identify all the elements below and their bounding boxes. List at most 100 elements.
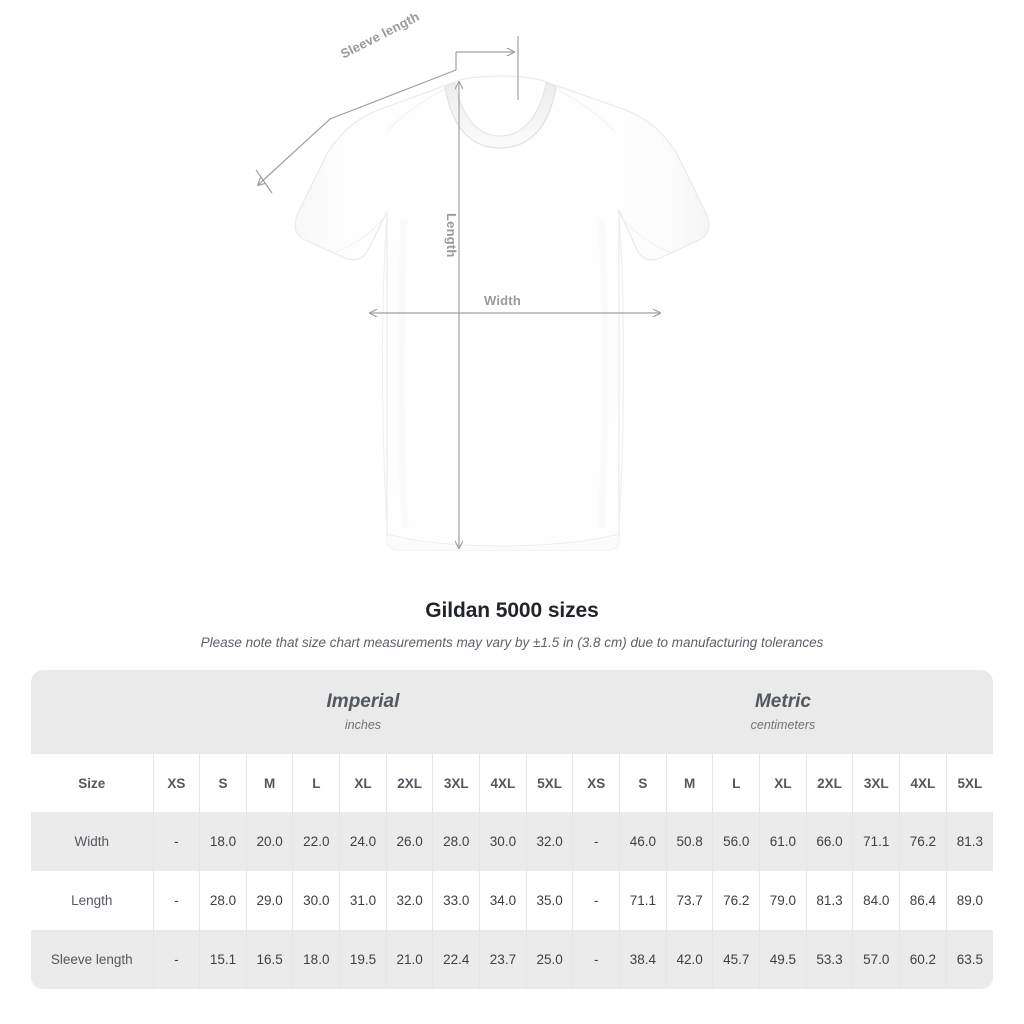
unit-group-imperial: Imperial inches xyxy=(153,670,573,754)
cell-width-imperial-4xl: 30.0 xyxy=(479,812,527,871)
size-chart-body: Width -18.0 20.0 22.0 24.0 26.0 28.0 30.0 32.0-4… xyxy=(31,812,993,989)
size-header-label: Size xyxy=(31,754,154,812)
cell-length-imperial-m: 29.0 xyxy=(245,871,293,930)
cell-width-metric-l: 56.0 xyxy=(712,812,760,871)
size-column-header-5xl: 5XL xyxy=(525,754,573,812)
tshirt-collar xyxy=(444,82,557,149)
size-column-header-xs: XS xyxy=(152,754,200,812)
cell-sleeve-length-imperial-5xl: 25.0 xyxy=(525,930,573,989)
cell-sleeve-length-imperial-l: 18.0 xyxy=(292,930,340,989)
table-row: Width -18.0 20.0 22.0 24.0 26.0 28.0 30.0 32.0-4… xyxy=(31,812,993,871)
size-column-header-m: M xyxy=(665,754,713,812)
cell-width-imperial-s: 18.0 xyxy=(199,812,247,871)
cell-length-imperial-5xl: 35.0 xyxy=(525,871,573,930)
tolerance-note: Please note that size chart measurements… xyxy=(200,635,824,650)
unit-group-metric: Metric centimeters xyxy=(572,670,993,754)
cell-sleeve-length-metric-xs: - xyxy=(572,930,620,989)
cell-width-imperial-l: 22.0 xyxy=(292,812,340,871)
tshirt-diagram: Sleeve length Length Width xyxy=(255,9,1024,588)
size-header-row: Size XS S M L XL 2XL 3XL 4XL 5XL XS S M L XL 2XL 3XL 4XL 5… xyxy=(31,754,993,812)
title-block: Gildan 5000 sizes Please note that size … xyxy=(0,596,1024,652)
size-column-header-l: L xyxy=(712,754,760,812)
size-column-header-4xl: 4XL xyxy=(479,754,527,812)
cell-length-imperial-xs: - xyxy=(152,871,200,930)
size-column-header-s: S xyxy=(199,754,247,812)
sleeve-length-dimension xyxy=(255,36,519,194)
size-column-header-m: M xyxy=(245,754,293,812)
cell-length-imperial-3xl: 33.0 xyxy=(432,871,480,930)
cell-sleeve-length-imperial-4xl: 23.7 xyxy=(479,930,527,989)
cell-sleeve-length-imperial-m: 16.5 xyxy=(245,930,293,989)
cell-sleeve-length-metric-s: 38.4 xyxy=(619,930,667,989)
cell-length-imperial-xl: 31.0 xyxy=(339,871,387,930)
size-column-header-4xl: 4XL xyxy=(899,754,947,812)
cell-width-imperial-5xl: 32.0 xyxy=(525,812,573,871)
cell-width-metric-xl: 61.0 xyxy=(759,812,807,871)
size-column-header-3xl: 3XL xyxy=(852,754,900,812)
cell-length-imperial-4xl: 34.0 xyxy=(479,871,527,930)
row-label-width: Width xyxy=(31,812,154,871)
cell-width-imperial-2xl: 26.0 xyxy=(385,812,433,871)
cell-length-metric-xl: 79.0 xyxy=(759,871,807,930)
cell-width-metric-2xl: 66.0 xyxy=(805,812,853,871)
unit-group-header-row: Imperial inches Metric centimeters xyxy=(31,670,993,754)
cell-width-imperial-xl: 24.0 xyxy=(339,812,387,871)
cell-sleeve-length-metric-5xl: 63.5 xyxy=(945,930,993,989)
cell-sleeve-length-imperial-xs: - xyxy=(152,930,200,989)
unit-group-subtitle: inches xyxy=(344,718,382,732)
unit-group-name: Metric xyxy=(754,691,811,712)
cell-sleeve-length-metric-4xl: 60.2 xyxy=(899,930,947,989)
page-title: Gildan 5000 sizes xyxy=(425,599,599,622)
size-column-header-s: S xyxy=(619,754,667,812)
table-row: Length -28.0 29.0 30.0 31.0 32.0 33.0 34.0 35.0-… xyxy=(31,871,993,930)
row-label-length: Length xyxy=(31,871,154,930)
cell-sleeve-length-imperial-s: 15.1 xyxy=(199,930,247,989)
cell-width-metric-5xl: 81.3 xyxy=(945,812,993,871)
measurement-annotations xyxy=(255,36,1024,588)
cell-width-imperial-xs: - xyxy=(152,812,200,871)
cell-length-imperial-2xl: 32.0 xyxy=(385,871,433,930)
size-column-header-l: L xyxy=(292,754,340,812)
cell-sleeve-length-metric-xl: 49.5 xyxy=(759,930,807,989)
cell-sleeve-length-metric-l: 45.7 xyxy=(712,930,760,989)
size-column-header-2xl: 2XL xyxy=(385,754,433,812)
cell-width-metric-3xl: 71.1 xyxy=(852,812,900,871)
size-chart-table: Imperial inches Metric centimeters Size XS S M… xyxy=(31,670,993,989)
cell-length-imperial-s: 28.0 xyxy=(199,871,247,930)
size-chart-table-wrapper: Imperial inches Metric centimeters Size XS S M… xyxy=(31,670,993,989)
width-label: Width xyxy=(484,293,521,308)
cell-width-metric-4xl: 76.2 xyxy=(899,812,947,871)
cell-sleeve-length-metric-3xl: 57.0 xyxy=(852,930,900,989)
cell-length-metric-s: 71.1 xyxy=(619,871,667,930)
cell-width-metric-s: 46.0 xyxy=(619,812,667,871)
cell-length-metric-xs: - xyxy=(572,871,620,930)
cell-sleeve-length-imperial-xl: 19.5 xyxy=(339,930,387,989)
cell-length-metric-3xl: 84.0 xyxy=(852,871,900,930)
cell-length-metric-4xl: 86.4 xyxy=(899,871,947,930)
size-column-header-xs: XS xyxy=(572,754,620,812)
cell-length-metric-2xl: 81.3 xyxy=(805,871,853,930)
cell-width-metric-m: 50.8 xyxy=(665,812,713,871)
size-column-header-2xl: 2XL xyxy=(805,754,853,812)
cell-width-imperial-3xl: 28.0 xyxy=(432,812,480,871)
unit-row-spacer xyxy=(31,670,154,754)
cell-length-metric-l: 76.2 xyxy=(712,871,760,930)
length-label: Length xyxy=(444,213,459,258)
row-label-sleeve-length: Sleeve length xyxy=(31,930,154,989)
cell-sleeve-length-imperial-2xl: 21.0 xyxy=(385,930,433,989)
unit-group-subtitle: centimeters xyxy=(750,718,816,732)
cell-width-metric-xs: - xyxy=(572,812,620,871)
cell-length-metric-5xl: 89.0 xyxy=(945,871,993,930)
size-column-header-5xl: 5XL xyxy=(945,754,993,812)
cell-width-imperial-m: 20.0 xyxy=(245,812,293,871)
cell-length-imperial-l: 30.0 xyxy=(292,871,340,930)
cell-sleeve-length-metric-m: 42.0 xyxy=(665,930,713,989)
size-column-header-3xl: 3XL xyxy=(432,754,480,812)
unit-group-name: Imperial xyxy=(326,691,400,712)
size-column-header-xl: XL xyxy=(339,754,387,812)
cell-length-metric-m: 73.7 xyxy=(665,871,713,930)
cell-sleeve-length-imperial-3xl: 22.4 xyxy=(432,930,480,989)
cell-sleeve-length-metric-2xl: 53.3 xyxy=(805,930,853,989)
size-column-header-xl: XL xyxy=(759,754,807,812)
table-row: Sleeve length -15.1 16.5 18.0 19.5 21.0 22.4 23… xyxy=(31,930,993,989)
